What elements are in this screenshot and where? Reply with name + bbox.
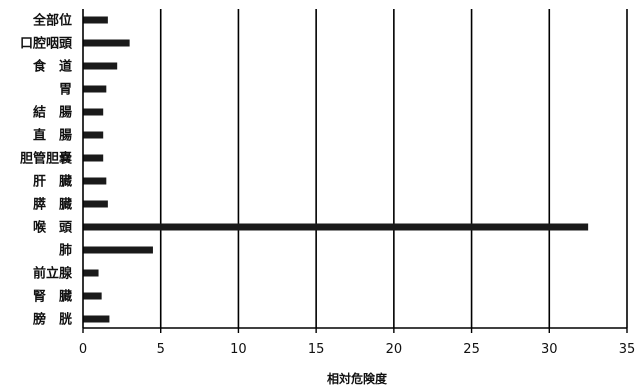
- x-tick-label: 35: [619, 342, 636, 357]
- x-tick-label: 30: [541, 342, 558, 357]
- x-tick-label: 0: [79, 342, 87, 357]
- category-label: 全部位: [32, 13, 72, 29]
- category-label: 前立腺: [33, 266, 73, 282]
- bar-1: [83, 39, 130, 47]
- category-label: 食 道: [33, 59, 72, 75]
- category-label: 肺: [59, 243, 72, 259]
- bar-8: [83, 200, 108, 208]
- category-label: 喉 頭: [33, 220, 73, 236]
- bar-9: [83, 223, 589, 231]
- bar-12: [83, 292, 102, 300]
- bar-7: [83, 177, 107, 185]
- x-axis-title: 相対危険度: [327, 371, 388, 386]
- category-label: 結 腸: [33, 105, 72, 121]
- x-tick-label: 20: [386, 342, 403, 357]
- category-label: 胃: [59, 83, 72, 98]
- bar-2: [83, 62, 118, 70]
- x-tick-label: 15: [308, 342, 325, 357]
- axes: [82, 9, 628, 333]
- bar-3: [83, 85, 107, 93]
- bar-4: [83, 108, 104, 116]
- bar-6: [83, 154, 104, 162]
- category-label: 膀 胱: [32, 312, 72, 328]
- category-label: 肝 臓: [33, 174, 72, 190]
- bar-10: [83, 246, 153, 254]
- bar-5: [83, 131, 104, 139]
- category-label: 口腔咽頭: [20, 36, 73, 52]
- bars: [83, 16, 589, 323]
- category-label: 直 腸: [33, 128, 72, 144]
- category-label: 腎 臓: [33, 289, 72, 305]
- bar-11: [83, 269, 99, 277]
- category-label: 膵 臓: [33, 197, 72, 213]
- x-tick-labels: 0 5 10 15 20 25 30 35: [79, 342, 635, 357]
- bar-13: [83, 315, 110, 323]
- x-tick-label: 10: [230, 342, 247, 357]
- category-label: 胆管胆嚢: [20, 151, 73, 167]
- x-tick-label: 25: [463, 342, 480, 357]
- vertical-gridlines: [159, 9, 628, 328]
- x-tick-label: 5: [157, 342, 165, 357]
- bar-0: [83, 16, 108, 24]
